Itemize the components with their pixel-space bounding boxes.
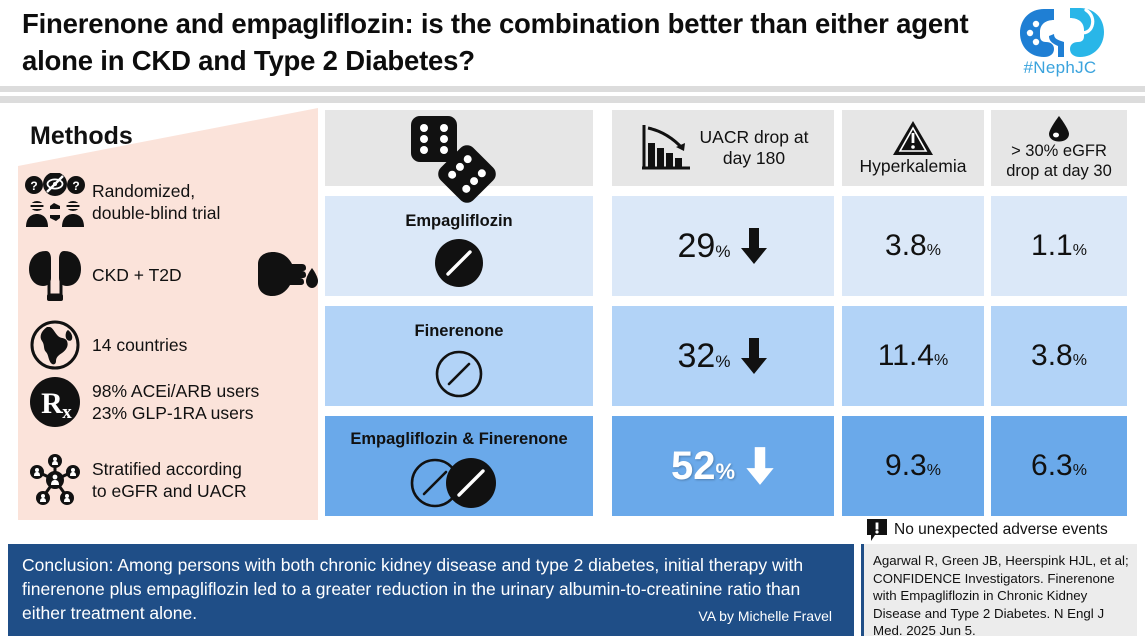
egfr-cell-empagliflozin: 1.1% bbox=[991, 196, 1127, 296]
network-stratification-icon bbox=[18, 451, 92, 509]
uacr-cell-empagliflozin: 29% bbox=[612, 196, 834, 296]
treatment-label: Empagliflozin bbox=[405, 212, 513, 230]
header-divider-band-2 bbox=[0, 96, 1145, 103]
uacr-value: 29% bbox=[677, 226, 731, 265]
egfr-cell-combination: 6.3% bbox=[991, 416, 1127, 516]
dice-icon bbox=[411, 116, 496, 203]
svg-text:R: R bbox=[41, 387, 63, 420]
nephjc-logo: #NephJC bbox=[1000, 6, 1120, 84]
logo-label: #NephJC bbox=[1023, 58, 1097, 77]
exclamation-callout-icon bbox=[867, 519, 887, 541]
methods-item-population: CKD + T2D bbox=[18, 248, 310, 302]
column-header-egfr: > 30% eGFR drop at day 30 bbox=[991, 110, 1127, 186]
conclusion-banner: Conclusion: Among persons with both chro… bbox=[8, 544, 854, 636]
treatment-label: Empagliflozin & Finerenone bbox=[350, 430, 568, 448]
uacr-cell-finerenone: 32% bbox=[612, 306, 834, 406]
svg-text:?: ? bbox=[72, 179, 79, 193]
svg-text:x: x bbox=[62, 402, 72, 423]
header: Finerenone and empagliflozin: is the com… bbox=[0, 0, 1145, 103]
methods-panel bbox=[18, 108, 318, 520]
page-title: Finerenone and empagliflozin: is the com… bbox=[22, 8, 969, 76]
column-header-uacr: UACR drop at day 180 bbox=[612, 110, 834, 186]
hyperkalemia-cell-empagliflozin: 3.8% bbox=[842, 196, 984, 296]
methods-item-label: Stratified according to eGFR and UACR bbox=[92, 458, 247, 501]
blood-drop-icon bbox=[1049, 115, 1069, 142]
citation-box: Agarwal R, Green JB, Heerspink HJL, et a… bbox=[861, 544, 1137, 638]
header-divider-band-1 bbox=[0, 86, 1145, 92]
adverse-events-note: No unexpected adverse events bbox=[866, 518, 1128, 542]
methods-item-label: 14 countries bbox=[92, 334, 188, 355]
hyperkalemia-cell-combination: 9.3% bbox=[842, 416, 984, 516]
egfr-value: 6.3% bbox=[1031, 449, 1087, 482]
globe-icon bbox=[18, 319, 92, 371]
citation-text: Agarwal R, Green JB, Heerspink HJL, et a… bbox=[873, 553, 1129, 639]
column-header-egfr-label: > 30% eGFR drop at day 30 bbox=[1006, 141, 1112, 180]
svg-text:?: ? bbox=[30, 179, 37, 193]
uacr-value: 52% bbox=[670, 443, 736, 488]
warning-triangle-icon bbox=[893, 120, 933, 155]
hyperkalemia-cell-finerenone: 11.4% bbox=[842, 306, 984, 406]
table-row-treatment-combination: Empagliflozin & Finerenone bbox=[325, 416, 593, 516]
declining-bar-chart-icon bbox=[641, 125, 690, 170]
methods-heading: Methods bbox=[30, 122, 133, 150]
methods-item-randomization: ? ? Randomized, double-blind trial bbox=[18, 170, 310, 234]
methods-item-stratification: Stratified according to eGFR and UACR bbox=[18, 448, 310, 512]
hyperkalemia-value: 11.4% bbox=[877, 339, 949, 372]
treatment-label: Finerenone bbox=[414, 322, 504, 340]
methods-item-label: CKD + T2D bbox=[92, 264, 182, 285]
randomization-blinding-icon: ? ? bbox=[18, 173, 92, 231]
double-pill-icon bbox=[410, 458, 496, 508]
methods-item-medications: R x 98% ACEi/ARB users 23% GLP-1RA users bbox=[18, 372, 310, 432]
adverse-events-text: No unexpected adverse events bbox=[894, 521, 1108, 538]
methods-item-label: Randomized, double-blind trial bbox=[92, 180, 221, 223]
hyperkalemia-value: 3.8% bbox=[885, 229, 941, 262]
uacr-cell-combination: 52% bbox=[612, 416, 834, 516]
egfr-value: 3.8% bbox=[1031, 339, 1087, 372]
egfr-value: 1.1% bbox=[1031, 229, 1087, 262]
outline-pill-icon bbox=[435, 350, 483, 398]
prescription-rx-icon: R x bbox=[18, 375, 92, 429]
column-header-hyperkalemia-label: Hyperkalemia bbox=[859, 155, 967, 176]
egfr-cell-finerenone: 3.8% bbox=[991, 306, 1127, 406]
table-row-treatment-empagliflozin: Empagliflozin bbox=[325, 196, 593, 296]
column-header-hyperkalemia: Hyperkalemia bbox=[842, 110, 984, 186]
kidneys-icon bbox=[18, 249, 92, 301]
column-header-uacr-label: UACR drop at day 180 bbox=[699, 127, 809, 168]
methods-item-countries: 14 countries bbox=[18, 318, 310, 372]
down-arrow-icon bbox=[741, 228, 768, 264]
hyperkalemia-value: 9.3% bbox=[885, 449, 941, 482]
kidney-logo-icon bbox=[1020, 8, 1104, 57]
methods-item-label: 98% ACEi/ARB users 23% GLP-1RA users bbox=[92, 380, 260, 423]
filled-pill-icon bbox=[435, 239, 483, 287]
down-arrow-icon bbox=[746, 447, 774, 485]
visual-abstract-credit: VA by Michelle Fravel bbox=[698, 608, 832, 624]
table-row-treatment-finerenone: Finerenone bbox=[325, 306, 593, 406]
hand-blood-drop-icon bbox=[258, 252, 318, 296]
uacr-value: 32% bbox=[677, 336, 731, 375]
conclusion-text: Conclusion: Among persons with both chro… bbox=[22, 555, 804, 623]
down-arrow-icon bbox=[741, 338, 768, 374]
